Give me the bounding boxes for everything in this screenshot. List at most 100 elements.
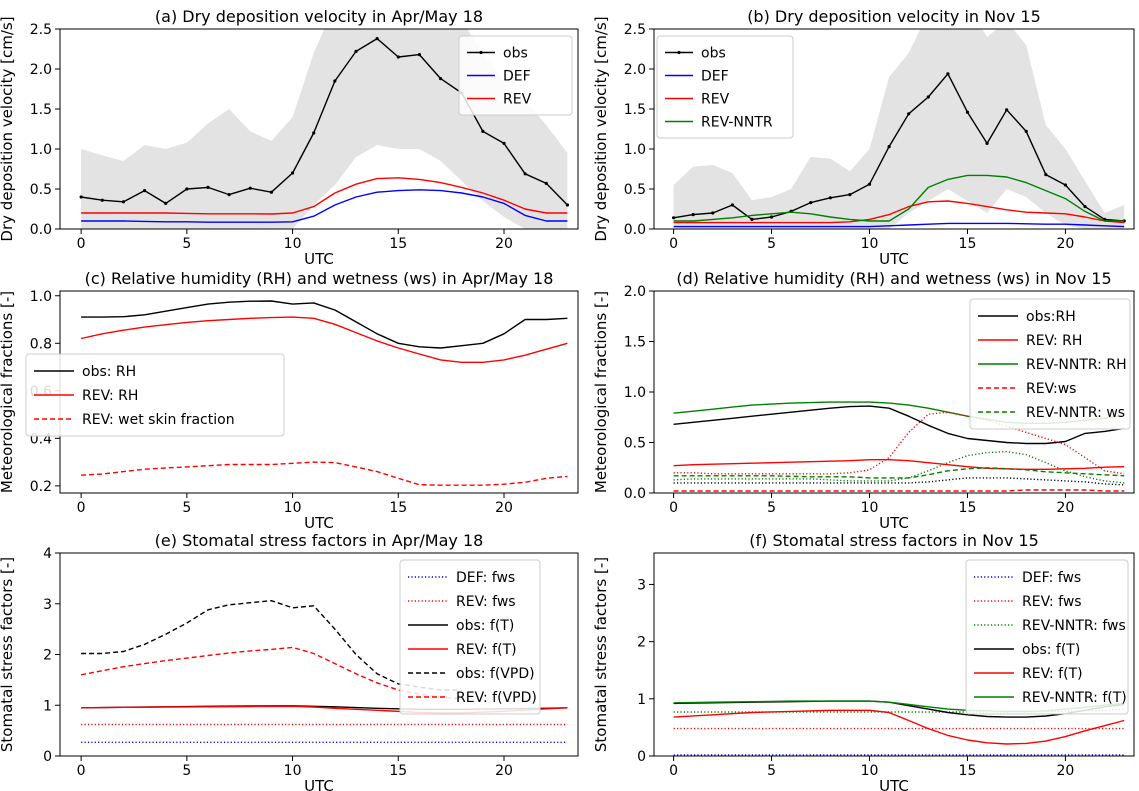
panel-e: 0 5 10 15 20 0 1 2 3 4 (e) Stomatal stress factors… — [0, 531, 579, 791]
legend: obs DEF REV REV-NNTR — [656, 35, 794, 139]
x-tick-label: 5 — [767, 236, 776, 252]
y-tick-label: 0 — [637, 749, 646, 765]
legend-label: DEF — [503, 69, 531, 85]
data-point — [227, 193, 231, 197]
data-point — [711, 211, 715, 215]
series-line-rev-rh — [673, 459, 1125, 470]
y-tick-label: 1.0 — [624, 142, 646, 158]
data-point — [544, 181, 548, 185]
legend-label: REV-NNTR: f(T) — [1022, 690, 1127, 706]
data-point — [396, 55, 400, 59]
y-axis-label: Dry deposition velocity [cm/s] — [592, 16, 610, 241]
y-tick-label: 1.5 — [624, 102, 646, 118]
y-tick-label: 2 — [637, 635, 646, 651]
legend-label: DEF: fws — [1022, 570, 1081, 586]
x-tick-label: 20 — [1057, 763, 1075, 779]
legend-label: obs — [701, 46, 726, 62]
x-tick-label: 5 — [767, 500, 776, 516]
series-line-def — [81, 189, 568, 223]
data-point — [809, 201, 813, 205]
y-axis-label: Meteorological fractions [-] — [592, 291, 610, 493]
y-tick-label: 2.0 — [624, 62, 646, 78]
x-tick-label: 15 — [389, 500, 407, 516]
legend-label: obs: f(T) — [456, 618, 514, 634]
x-tick-label: 15 — [389, 236, 407, 252]
data-point — [750, 217, 754, 221]
data-point — [206, 185, 210, 189]
data-point — [164, 201, 168, 205]
x-tick-label: 20 — [495, 236, 513, 252]
y-tick-label: 0.2 — [30, 479, 52, 495]
x-tick-label: 15 — [959, 236, 977, 252]
chart-title: (a) Dry deposition velocity in Apr/May 1… — [155, 7, 483, 26]
x-tick-label: 10 — [284, 500, 302, 516]
data-point — [1122, 219, 1126, 223]
legend-label: DEF: fws — [456, 570, 515, 586]
x-tick-label: 10 — [284, 236, 302, 252]
y-tick-label: 2.0 — [30, 62, 52, 78]
legend-label: REV-NNTR: RH — [1026, 357, 1127, 373]
x-tick-label: 5 — [182, 763, 191, 779]
x-tick-label: 0 — [669, 236, 678, 252]
legend-label: REV: f(T) — [1022, 666, 1083, 682]
legend: obs DEF REV — [458, 35, 573, 116]
legend-label: REV: f(VPD) — [456, 690, 537, 706]
data-point — [333, 79, 337, 83]
data-point — [985, 141, 989, 145]
data-point — [312, 131, 316, 135]
y-tick-label: 0.0 — [624, 222, 646, 238]
series-line-def — [673, 222, 1125, 228]
y-tick-label: 0.5 — [624, 436, 646, 452]
legend-label: REV: f(T) — [456, 642, 517, 658]
data-point — [142, 189, 147, 193]
y-tick-label: 3 — [43, 597, 52, 613]
data-point — [1044, 173, 1048, 177]
data-point — [1063, 183, 1068, 187]
y-tick-label: 2.5 — [624, 22, 646, 38]
x-axis-label: UTC — [304, 250, 334, 268]
axes-frame — [653, 28, 1135, 230]
x-tick-label: 20 — [1057, 236, 1075, 252]
y-axis-label: Stomatal stress factors [-] — [592, 557, 610, 752]
y-tick-label: 2 — [43, 648, 52, 664]
series-line-rev-wet-skin-fraction — [81, 461, 568, 486]
data-point — [354, 49, 358, 54]
x-tick-label: 20 — [495, 763, 513, 779]
series-line-obs-rh — [673, 405, 1125, 445]
legend-marker — [479, 50, 483, 55]
data-point — [100, 198, 104, 202]
data-point — [907, 112, 911, 116]
y-tick-label: 1.0 — [624, 385, 646, 401]
x-tick-label: 5 — [182, 236, 191, 252]
x-tick-label: 20 — [495, 500, 513, 516]
data-point — [248, 186, 252, 190]
y-tick-label: 0.5 — [30, 182, 52, 198]
data-point — [867, 182, 872, 186]
data-point — [523, 172, 527, 176]
data-point — [1024, 129, 1028, 133]
series-line-rev — [81, 177, 568, 215]
y-tick-label: 1.0 — [30, 289, 52, 305]
x-tick-label: 10 — [861, 500, 879, 516]
series-line-unlabeled-6 — [673, 450, 1125, 484]
data-point — [691, 213, 695, 217]
legend: DEF: fws REV: fws REV-NNTR: fws obs: f(T) RE… — [965, 559, 1129, 715]
x-tick-label: 15 — [959, 763, 977, 779]
panel-f: 0 5 10 15 20 0 1 2 3 (f) Stomatal stress factors … — [592, 531, 1135, 791]
legend-label: REV: wet skin fraction — [82, 412, 235, 428]
data-point — [481, 129, 485, 133]
series-line-unlabeled-7 — [673, 477, 1125, 486]
panel-d: 0 5 10 15 20 0.0 0.5 1.0 1.5 2.0 (d) Relative humi… — [592, 269, 1135, 532]
legend-box — [25, 353, 285, 437]
legend-label: REV: RH — [1026, 333, 1082, 349]
plot-area — [671, 29, 1126, 229]
y-tick-label: 0.8 — [30, 336, 52, 352]
y-tick-label: 1 — [43, 698, 52, 714]
legend-label: obs:RH — [1026, 309, 1076, 325]
legend-label: DEF — [701, 69, 729, 85]
legend-label: REV — [701, 92, 730, 108]
series-line-rev — [673, 200, 1125, 224]
x-tick-label: 15 — [389, 763, 407, 779]
data-point — [79, 195, 83, 199]
